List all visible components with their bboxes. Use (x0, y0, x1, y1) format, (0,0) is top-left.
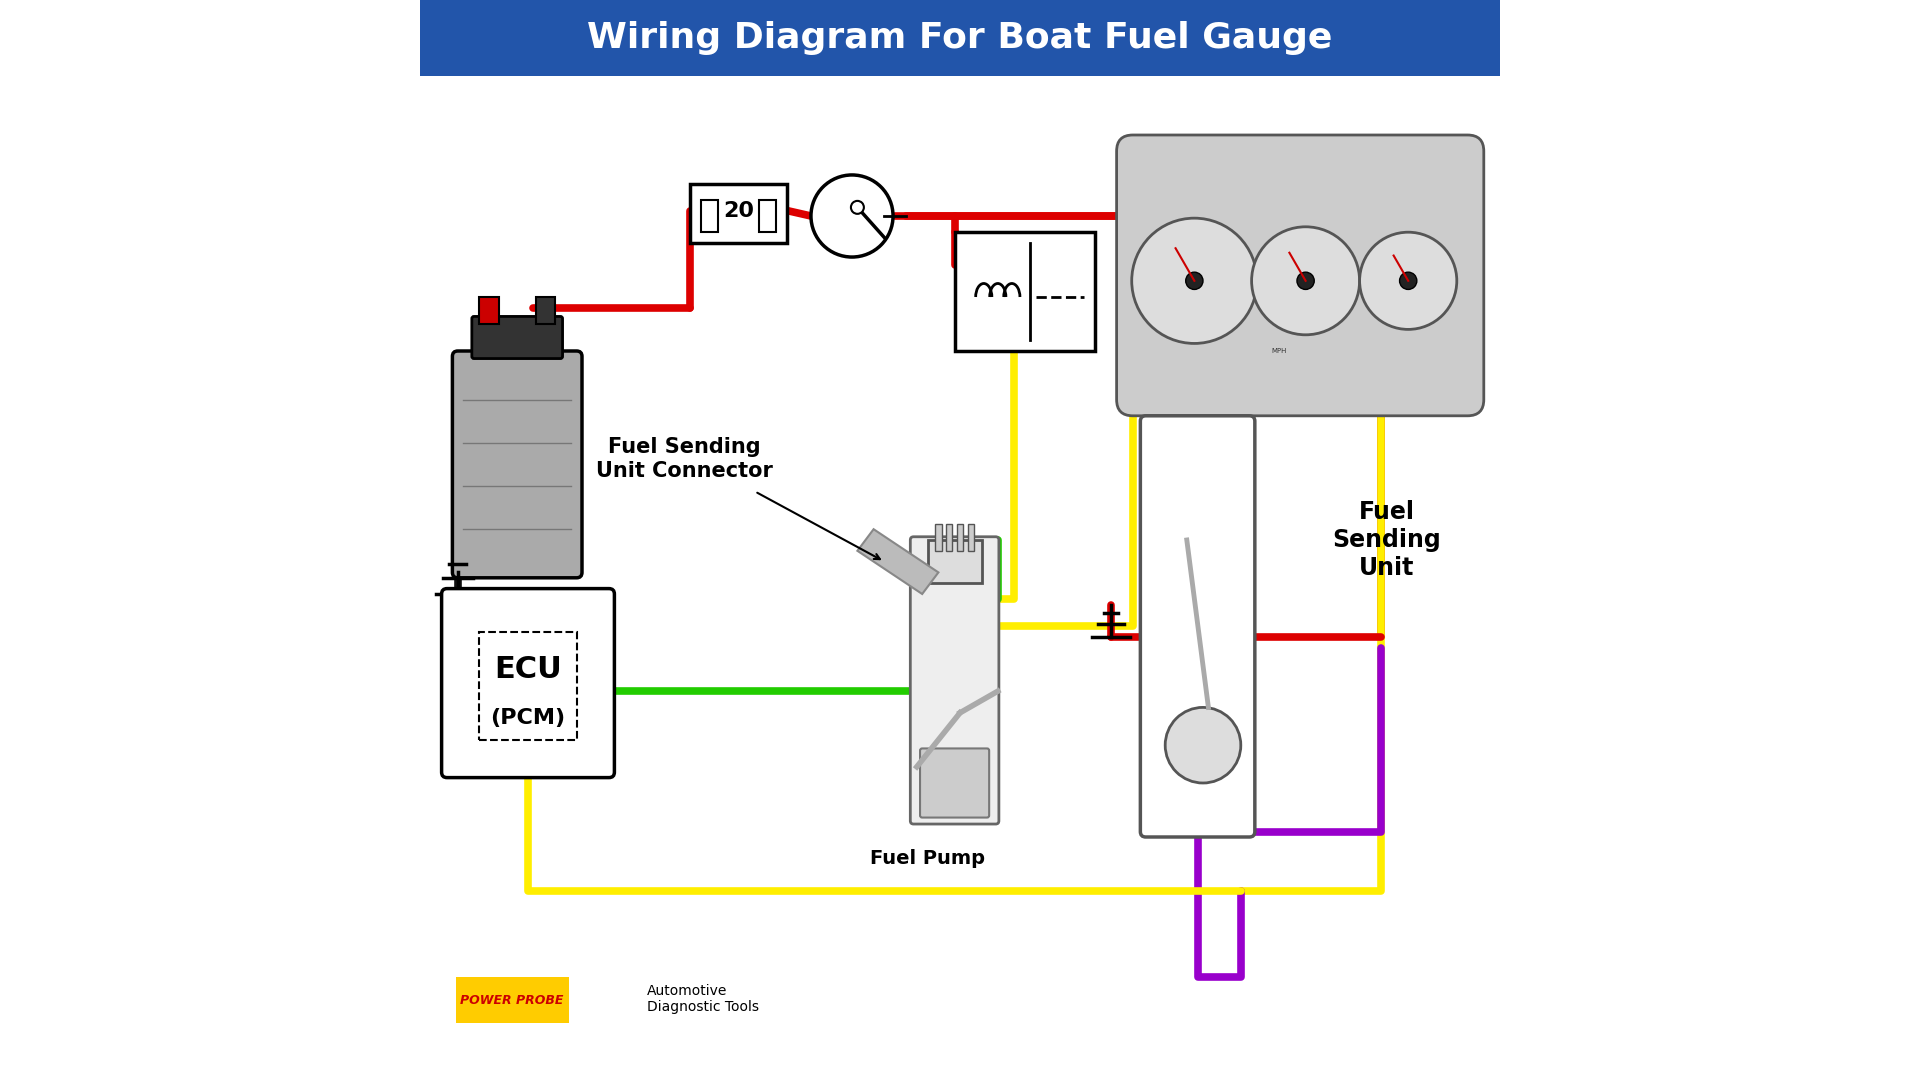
FancyBboxPatch shape (1117, 135, 1484, 416)
Bar (455, 977, 568, 1023)
FancyBboxPatch shape (1140, 416, 1256, 837)
Circle shape (1187, 272, 1204, 289)
Bar (968, 524, 973, 551)
Text: Fuel
Sending
Unit: Fuel Sending Unit (1332, 500, 1442, 580)
Bar (480, 632, 576, 740)
Polygon shape (858, 529, 939, 594)
Bar (935, 524, 941, 551)
FancyBboxPatch shape (910, 537, 998, 824)
Bar (927, 540, 981, 583)
Circle shape (1400, 272, 1417, 289)
FancyBboxPatch shape (453, 351, 582, 578)
Bar (758, 200, 776, 232)
Bar (954, 232, 1094, 351)
Circle shape (1359, 232, 1457, 329)
FancyBboxPatch shape (472, 316, 563, 359)
Circle shape (1165, 707, 1240, 783)
Text: Wiring Diagram For Boat Fuel Gauge: Wiring Diagram For Boat Fuel Gauge (588, 21, 1332, 55)
FancyBboxPatch shape (442, 589, 614, 778)
Bar (480, 297, 499, 324)
Text: ECU: ECU (493, 656, 563, 684)
Text: MPH: MPH (1271, 348, 1286, 354)
Circle shape (1131, 218, 1258, 343)
Bar (701, 200, 718, 232)
Circle shape (810, 175, 893, 257)
Bar (947, 524, 952, 551)
Circle shape (851, 201, 864, 214)
Bar (956, 524, 964, 551)
Circle shape (1296, 272, 1313, 289)
Bar (689, 184, 787, 243)
Text: Fuel Sending
Unit Connector: Fuel Sending Unit Connector (597, 437, 774, 481)
Circle shape (1252, 227, 1359, 335)
Text: POWER PROBE: POWER PROBE (461, 994, 563, 1007)
FancyBboxPatch shape (920, 748, 989, 818)
Text: 20: 20 (724, 201, 755, 220)
Text: Automotive
Diagnostic Tools: Automotive Diagnostic Tools (647, 984, 758, 1014)
Bar (536, 297, 555, 324)
Text: (PCM): (PCM) (490, 708, 566, 728)
Text: Fuel Pump: Fuel Pump (870, 849, 985, 868)
Bar (420, 0, 1500, 76)
